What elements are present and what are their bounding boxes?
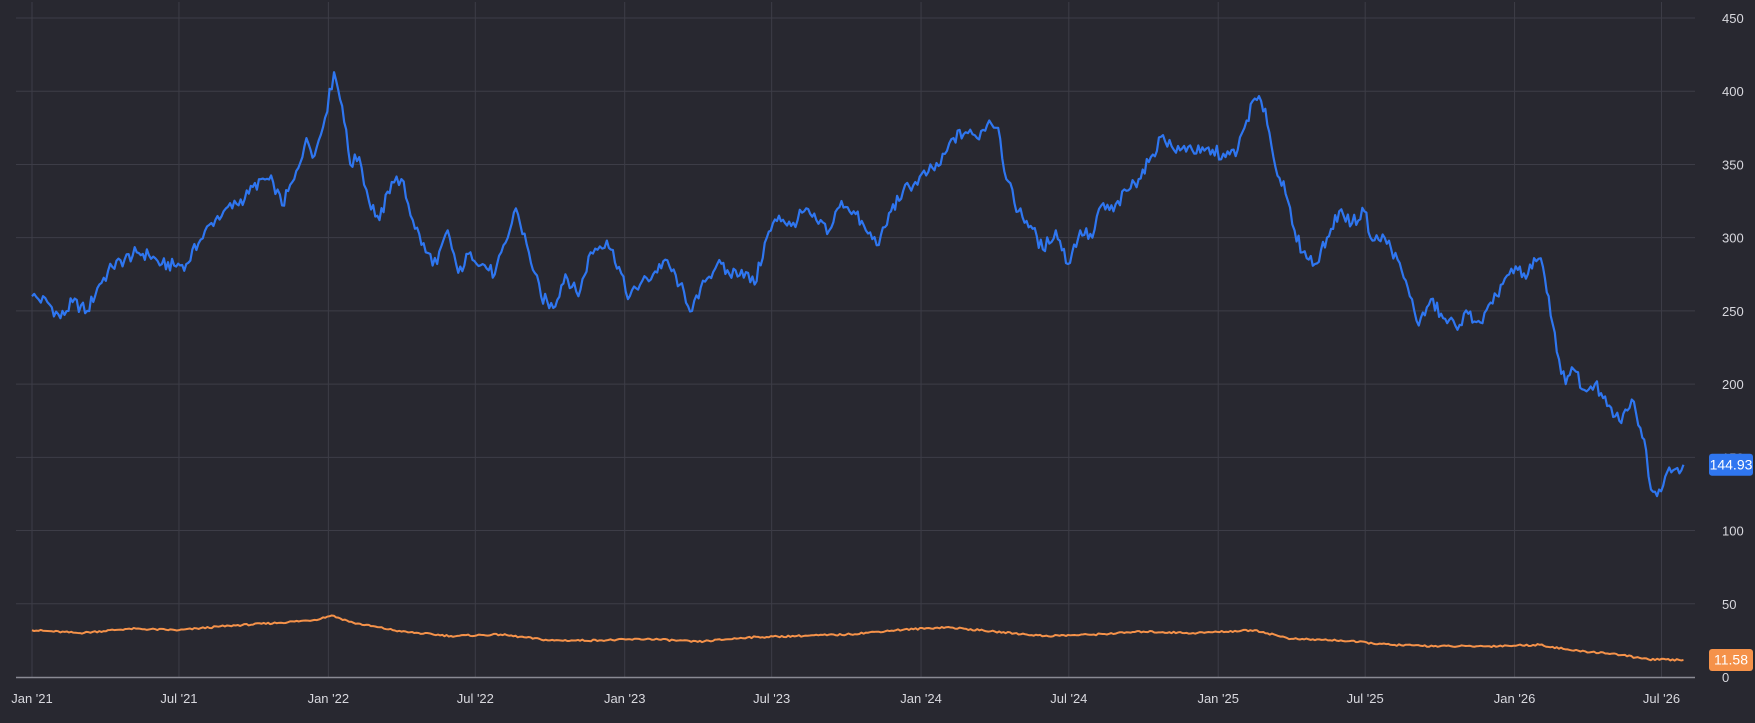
x-tick-label: Jul '24 xyxy=(1050,691,1087,706)
y-tick-label: 350 xyxy=(1722,157,1744,172)
x-tick-label: Jul '25 xyxy=(1347,691,1384,706)
y-tick-label: 250 xyxy=(1722,304,1744,319)
x-tick-label: Jan '21 xyxy=(11,691,53,706)
y-tick-label: 0 xyxy=(1722,670,1729,685)
x-tick-label: Jul '26 xyxy=(1643,691,1680,706)
x-tick-label: Jan '22 xyxy=(308,691,350,706)
y-tick-label: 300 xyxy=(1722,231,1744,246)
grid-lines xyxy=(16,2,1695,677)
x-tick-label: Jan '24 xyxy=(900,691,942,706)
y-tick-label: 50 xyxy=(1722,597,1736,612)
x-tick-label: Jan '26 xyxy=(1494,691,1536,706)
series-line-orange xyxy=(31,614,1684,662)
x-tick-label: Jul '21 xyxy=(160,691,197,706)
series-line-blue xyxy=(31,71,1685,498)
x-tick-label: Jan '23 xyxy=(604,691,646,706)
last-value-badges: 144.93 11.58 xyxy=(1709,453,1753,672)
last-value-label: 11.58 xyxy=(1714,652,1748,668)
last-value-badge-bg xyxy=(1709,453,1753,476)
y-tick-label: 400 xyxy=(1722,84,1744,99)
y-tick-label: 200 xyxy=(1722,377,1744,392)
last-value-badge-blue: 144.93 xyxy=(1709,453,1753,476)
x-tick-label: Jul '22 xyxy=(457,691,494,706)
last-value-badge-orange: 11.58 xyxy=(1709,649,1753,672)
x-tick-label: Jan '25 xyxy=(1197,691,1239,706)
y-tick-label: 450 xyxy=(1722,11,1744,26)
last-value-label: 144.93 xyxy=(1710,456,1753,472)
y-tick-label: 100 xyxy=(1722,524,1744,539)
last-value-badge-bg xyxy=(1709,649,1753,672)
x-tick-label: Jul '23 xyxy=(753,691,790,706)
series-lines xyxy=(31,71,1685,662)
